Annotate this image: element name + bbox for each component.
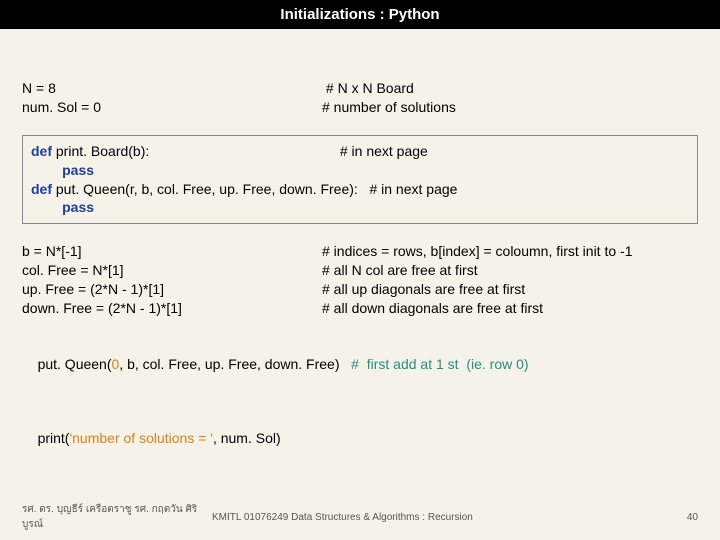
- slide-title: Initializations : Python: [280, 6, 439, 23]
- def-putqueen: def put. Queen(r, b, col. Free, up. Free…: [31, 180, 689, 199]
- comment-b: # indices = rows, b[index] = coloumn, fi…: [322, 242, 698, 261]
- page-number: 40: [658, 512, 698, 523]
- call-putqueen: put. Queen(0, b, col. Free, up. Free, do…: [22, 336, 698, 393]
- footer-course: KMITL 01076249 Data Structures & Algorit…: [212, 512, 658, 523]
- code-upfree: up. Free = (2*N - 1)*[1]: [22, 280, 322, 299]
- code-numsol: num. Sol = 0: [22, 98, 322, 117]
- pass-1: pass: [31, 161, 689, 180]
- section-array-init: b = N*[-1] # indices = rows, b[index] = …: [22, 242, 698, 318]
- code-n-assign: N = 8: [22, 79, 322, 98]
- pass-2: pass: [31, 198, 689, 217]
- comment-colfree: # all N col are free at first: [322, 261, 698, 280]
- slide-body: N = 8 # N x N Board num. Sol = 0 # numbe…: [0, 29, 720, 467]
- print-line: print('number of solutions = ', num. Sol…: [22, 411, 698, 468]
- comment-board: # N x N Board: [322, 79, 698, 98]
- code-colfree: col. Free = N*[1]: [22, 261, 322, 280]
- slide-footer: รศ. ดร. บุญธีร์ เครือตราชู รศ. กฤตวัน ศิ…: [0, 502, 720, 532]
- section-initial-vars: N = 8 # N x N Board num. Sol = 0 # numbe…: [22, 79, 698, 117]
- comment-upfree: # all up diagonals are free at first: [322, 280, 698, 299]
- comment-numsol: # number of solutions: [322, 98, 698, 117]
- code-b: b = N*[-1]: [22, 242, 322, 261]
- slide-header: Initializations : Python: [0, 0, 720, 29]
- code-downfree: down. Free = (2*N - 1)*[1]: [22, 299, 322, 318]
- function-defs-box: def print. Board(b): # in next page pass…: [22, 135, 698, 225]
- def-printboard: def print. Board(b): # in next page: [31, 142, 689, 161]
- comment-downfree: # all down diagonals are free at first: [322, 299, 698, 318]
- footer-authors: รศ. ดร. บุญธีร์ เครือตราชู รศ. กฤตวัน ศิ…: [22, 502, 212, 532]
